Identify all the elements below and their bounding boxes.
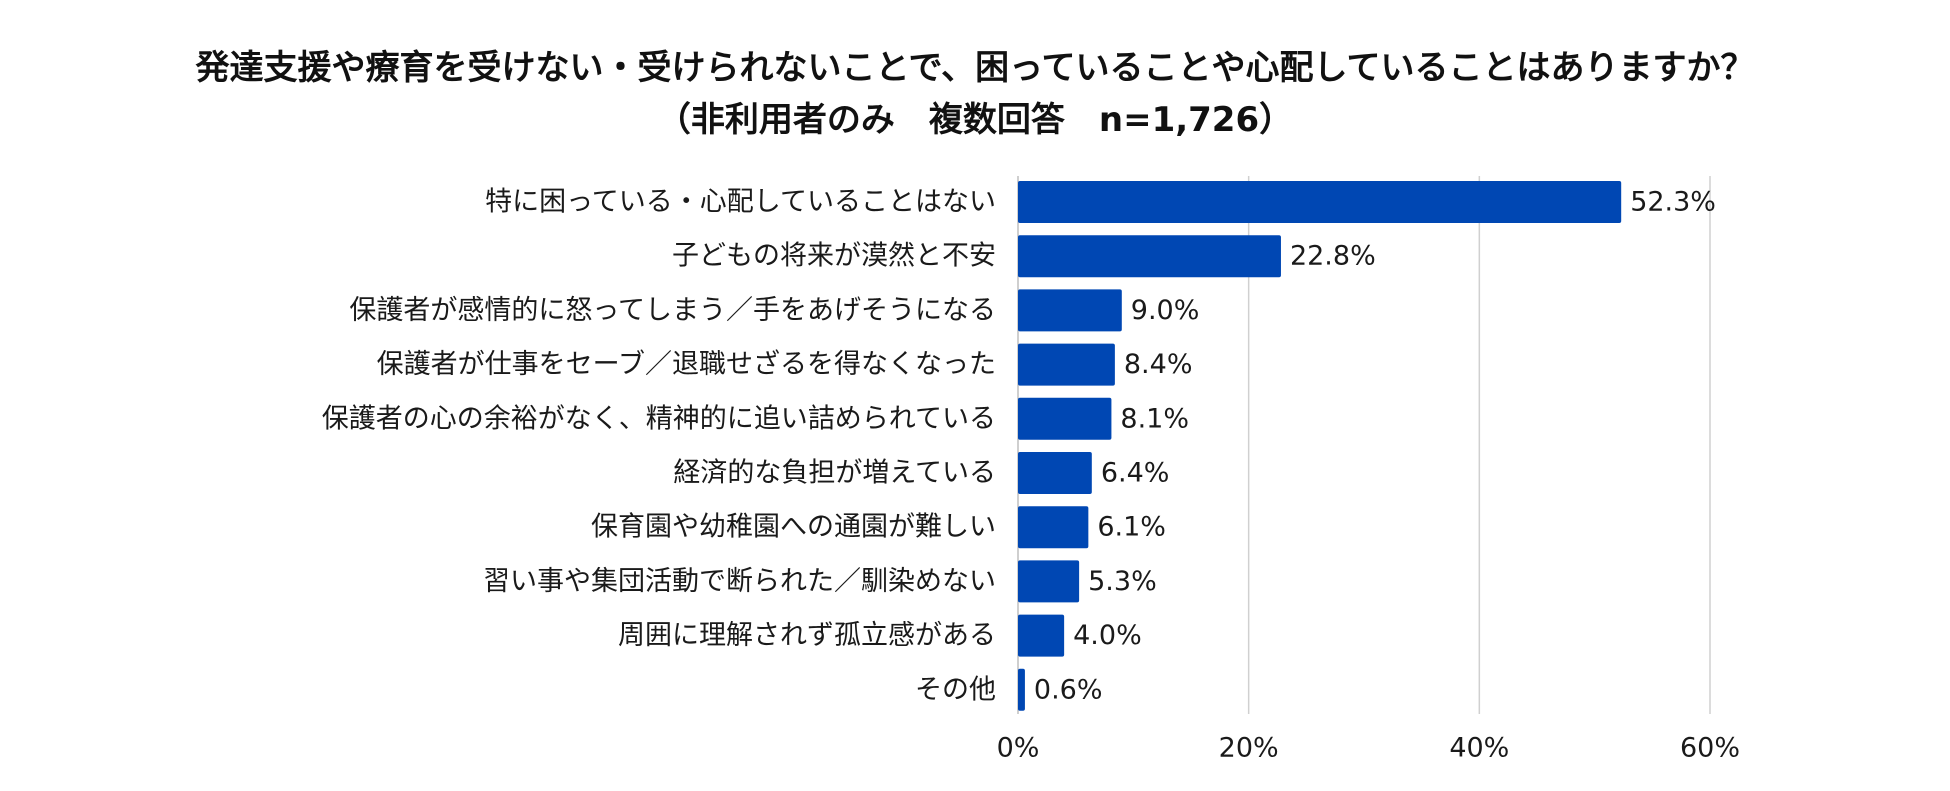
- x-tick-label-20: 20%: [1219, 733, 1279, 764]
- category-label-6: 保育園や幼稚園への通園が難しい: [591, 512, 996, 543]
- bar-8: [1018, 614, 1065, 657]
- bar-5: [1018, 452, 1092, 494]
- data-label-7: 5.3%: [1088, 566, 1157, 597]
- category-label-9: その他: [915, 674, 996, 705]
- bar-7: [1018, 560, 1080, 603]
- data-label-4: 8.1%: [1120, 403, 1189, 434]
- chart-title: 発達支援や療育を受けない・受けられないことで、困っていることや心配していることは…: [195, 48, 1755, 88]
- bar-1: [1018, 235, 1281, 278]
- data-label-1: 22.8%: [1290, 241, 1376, 272]
- data-label-2: 9.0%: [1131, 295, 1200, 326]
- bar-3: [1018, 343, 1115, 386]
- data-label-8: 4.0%: [1073, 620, 1142, 651]
- category-label-1: 子どもの将来が漠然と不安: [672, 241, 996, 272]
- chart-subtitle: （非利用者のみ 複数回答 n=1,726）: [656, 100, 1294, 140]
- bar-0: [1018, 181, 1622, 223]
- data-label-5: 6.4%: [1101, 458, 1170, 489]
- bar-6: [1018, 506, 1089, 549]
- category-label-3: 保護者が仕事をセーブ／退職せざるを得なくなった: [377, 349, 996, 380]
- category-label-4: 保護者の心の余裕がなく、精神的に追い詰められている: [322, 403, 996, 434]
- x-tick-label-60: 60%: [1680, 733, 1740, 764]
- category-label-7: 習い事や集団活動で断られた／馴染めない: [483, 566, 996, 597]
- data-label-6: 6.1%: [1097, 512, 1166, 543]
- x-tick-label-0: 0%: [997, 733, 1040, 764]
- bar-9: [1018, 668, 1025, 711]
- bar-4: [1018, 397, 1112, 440]
- category-label-2: 保護者が感情的に怒ってしまう／手をあげそうになる: [349, 295, 996, 326]
- category-label-8: 周囲に理解されず孤立感がある: [618, 620, 996, 651]
- data-label-3: 8.4%: [1124, 349, 1193, 380]
- data-label-0: 52.3%: [1630, 187, 1716, 218]
- data-label-9: 0.6%: [1034, 674, 1103, 705]
- category-label-0: 特に困っている・心配していることはない: [485, 187, 996, 218]
- bar-2: [1018, 289, 1122, 332]
- x-tick-label-40: 40%: [1449, 733, 1509, 764]
- category-label-5: 経済的な負担が増えている: [673, 458, 996, 489]
